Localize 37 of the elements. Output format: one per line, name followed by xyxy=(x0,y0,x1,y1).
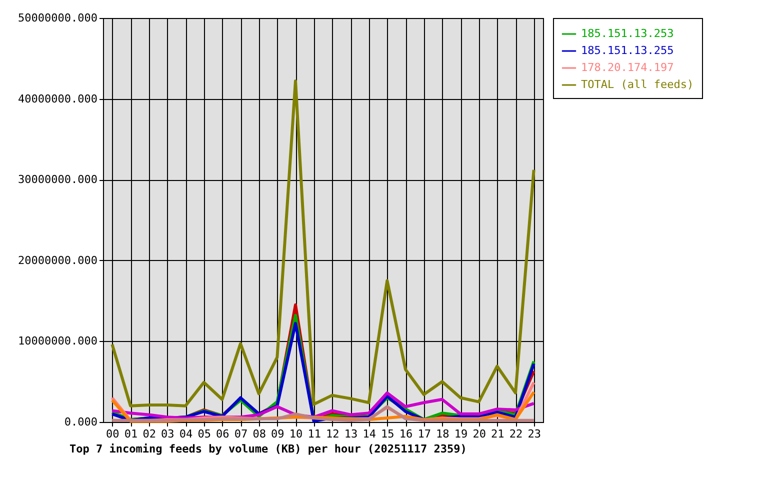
x-tick-label: 13 xyxy=(344,428,358,440)
x-tick-label: 05 xyxy=(198,428,211,440)
x-tick-label: 09 xyxy=(271,428,284,440)
x-tick-label: 06 xyxy=(216,428,230,440)
line-series xyxy=(110,80,536,408)
legend-label: 185.151.13.253 xyxy=(581,27,674,40)
line-series xyxy=(110,405,536,422)
y-tick-label: 40000000.000 xyxy=(18,92,98,106)
x-tick-label: 21 xyxy=(491,428,504,440)
y-tick-label: 50000000.000 xyxy=(18,12,98,24)
x-tick-label: 20 xyxy=(472,428,486,440)
y-tick-label: 20000000.000 xyxy=(18,254,98,267)
x-tick-label: 23 xyxy=(528,428,541,440)
x-tick-label: 12 xyxy=(326,428,340,440)
y-tick-label: 0.000 xyxy=(64,416,98,428)
x-tick-label: 17 xyxy=(418,428,431,440)
x-tick-label: 04 xyxy=(179,428,193,440)
x-tick-label: 01 xyxy=(124,428,138,440)
x-tick-label: 03 xyxy=(161,428,174,440)
x-axis-title: Top 7 incoming feeds by volume (KB) per hour (20251117 2359) xyxy=(70,442,467,456)
x-tick-label: 19 xyxy=(454,428,468,440)
x-tick-label: 02 xyxy=(142,428,156,440)
legend-label: 178.20.174.197 xyxy=(581,61,674,74)
x-tick-label: 11 xyxy=(308,428,321,440)
y-tick-label: 30000000.000 xyxy=(18,173,98,186)
x-tick-label: 14 xyxy=(362,428,376,440)
x-tick-label: 16 xyxy=(399,428,413,440)
x-tick-label: 18 xyxy=(436,428,450,440)
x-tick-label: 00 xyxy=(106,428,120,440)
x-tick-label: 10 xyxy=(289,428,303,440)
y-tick-label: 10000000.000 xyxy=(18,334,98,348)
legend-label: 185.151.13.255 xyxy=(581,44,674,57)
x-tick-label: 15 xyxy=(381,428,394,440)
x-tick-label: 07 xyxy=(234,428,248,440)
x-tick-label: 22 xyxy=(509,428,523,440)
legend-label: TOTAL (all feeds) xyxy=(581,78,694,91)
x-tick-label: 08 xyxy=(252,428,266,440)
